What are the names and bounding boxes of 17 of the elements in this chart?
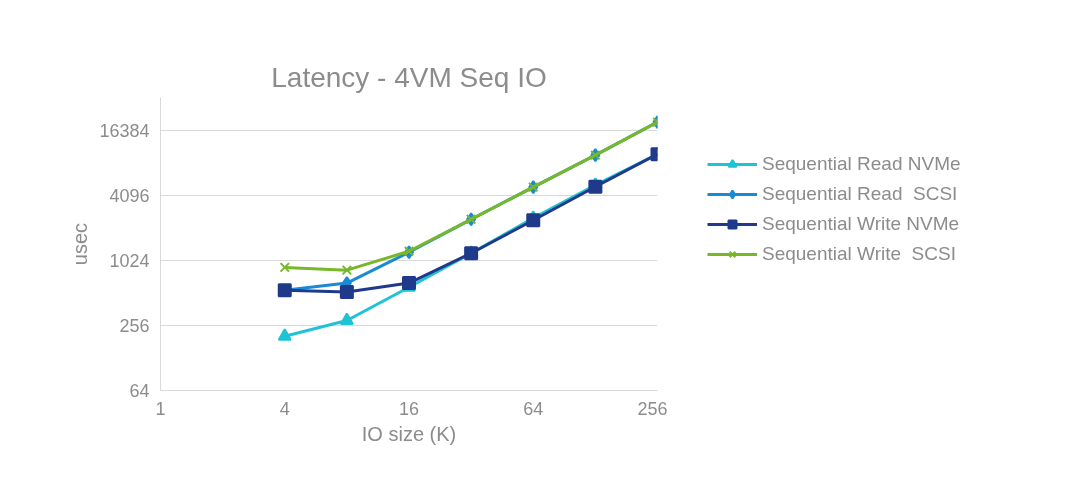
y-tick-label: 256 bbox=[119, 315, 150, 336]
x-tick-label: 16 bbox=[398, 398, 420, 419]
x-tick-label: 4 bbox=[279, 398, 290, 419]
y-tick-label: 16384 bbox=[99, 120, 150, 141]
legend-label: Sequential Write SCSI bbox=[762, 243, 956, 265]
y-tick-label: 4096 bbox=[109, 185, 150, 206]
y-tick-label: 1024 bbox=[109, 250, 150, 271]
chart-title: Latency - 4VM Seq IO bbox=[271, 61, 547, 93]
y-tick-label: 64 bbox=[129, 381, 150, 401]
legend-label: Sequential Read SCSI bbox=[762, 183, 958, 205]
y-axis-title: usec bbox=[69, 222, 92, 266]
legend-label: Sequential Write NVMe bbox=[762, 213, 960, 235]
legend-label: Sequential Read NVMe bbox=[762, 153, 961, 175]
x-tick-label: 64 bbox=[523, 398, 544, 419]
x-tick-label: 256 bbox=[637, 398, 668, 419]
x-axis-title: IO size (K) bbox=[361, 422, 457, 445]
x-tick-label: 1 bbox=[155, 398, 166, 419]
